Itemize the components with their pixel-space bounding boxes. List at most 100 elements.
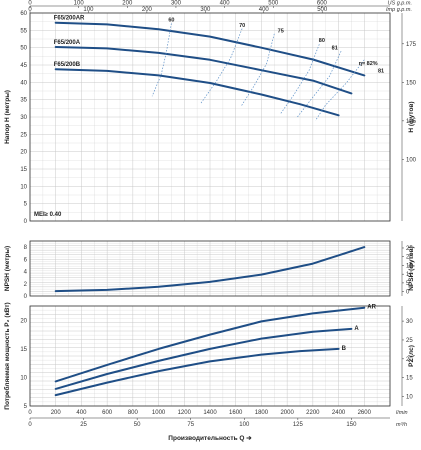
- us-gpm-tick-label: 400: [220, 1, 231, 7]
- us-gpm-tick-label: 200: [122, 1, 133, 7]
- imp-gpm-tick-label: 300: [200, 7, 211, 13]
- right-y-tick-label: 150: [406, 80, 417, 86]
- efficiency-label: 70: [239, 23, 245, 29]
- lmin-tick-label: 2400: [332, 410, 346, 416]
- curve-label: F65/200AR: [54, 16, 85, 22]
- m3h-tick-label: 0: [28, 422, 32, 428]
- lmin-tick-label: 800: [128, 410, 139, 416]
- efficiency-label: η= 82%: [359, 61, 378, 67]
- imp-gpm-tick-label: 100: [83, 7, 94, 13]
- y-tick-label: 5: [24, 404, 28, 410]
- right-y-tick-label: 30: [406, 319, 413, 325]
- efficiency-label: 60: [168, 17, 174, 23]
- y-tick-label: 8: [24, 245, 28, 251]
- m3h-tick-label: 50: [134, 422, 141, 428]
- m3h-unit: m³/h: [396, 422, 407, 428]
- series-line-a: [54, 327, 353, 390]
- y-tick-label: 55: [20, 28, 27, 34]
- y-tick-label: 30: [20, 115, 27, 121]
- right-y-tick-label: 15: [406, 376, 413, 382]
- right-y-tick-label: 20: [406, 255, 413, 261]
- y-tick-label: 20: [20, 318, 27, 324]
- right-y-tick-label: 10: [406, 395, 413, 401]
- m3h-tick-label: 125: [293, 422, 304, 428]
- lmin-tick-label: 1800: [255, 410, 269, 416]
- y-axis-label: Потребляемая мощность P₂ (кВт): [3, 302, 11, 409]
- curve-label: F65/200A: [54, 40, 81, 46]
- lmin-tick-label: 2200: [306, 410, 320, 416]
- y-tick-label: 6: [24, 257, 28, 263]
- us-gpm-tick-label: 300: [171, 1, 182, 7]
- y-tick-label: 4: [24, 270, 28, 276]
- y-tick-label: 5: [24, 202, 28, 208]
- lmin-tick-label: 2600: [358, 410, 372, 416]
- y-tick-label: 45: [20, 63, 27, 69]
- y-tick-label: 40: [20, 80, 27, 86]
- y-tick-label: 20: [20, 150, 27, 156]
- imp-gpm-tick-label: 500: [317, 7, 328, 13]
- right-y-axis-label: H (футов): [408, 101, 415, 132]
- mei-annotation: MEI≥ 0.40: [34, 212, 62, 218]
- lmin-tick-label: 1000: [152, 410, 166, 416]
- series-line-npsh: [54, 246, 366, 293]
- right-y-tick-label: 175: [406, 42, 417, 48]
- right-y-tick-label: 5: [406, 281, 410, 287]
- lmin-unit: l/min: [396, 410, 408, 416]
- lmin-tick-label: 600: [102, 410, 113, 416]
- y-tick-label: 10: [20, 375, 27, 381]
- imp-gpm-tick-label: 0: [28, 7, 32, 13]
- y-tick-label: 60: [20, 11, 27, 17]
- right-y-tick-label: 15: [406, 263, 413, 269]
- y-tick-label: 0: [24, 219, 28, 225]
- imp-gpm-unit: Imp g.p.m.: [386, 7, 412, 13]
- efficiency-label: 81: [332, 46, 338, 52]
- panel-frame: [29, 305, 391, 407]
- power-curve-label: AR: [367, 305, 376, 311]
- m3h-tick-label: 150: [346, 422, 357, 428]
- x-axis-label: Производительность Q ➔: [168, 435, 252, 442]
- efficiency-iso-line: [200, 28, 243, 104]
- efficiency-label: 75: [278, 28, 284, 34]
- us-gpm-tick-label: 500: [268, 1, 279, 7]
- lmin-tick-label: 1600: [229, 410, 243, 416]
- right-y-tick-label: 25: [406, 246, 413, 252]
- efficiency-iso-line: [240, 33, 275, 107]
- efficiency-label: 80: [319, 38, 325, 44]
- us-gpm-tick-label: 100: [74, 1, 85, 7]
- power-curve-label: A: [354, 326, 359, 332]
- imp-gpm-tick-label: 400: [259, 7, 270, 13]
- y-tick-label: 35: [20, 98, 27, 104]
- lmin-tick-label: 1200: [178, 410, 192, 416]
- efficiency-iso-line: [151, 23, 172, 97]
- right-y-tick-label: 0: [406, 290, 410, 296]
- y-tick-label: 10: [20, 184, 27, 190]
- series-line-f65-200b: [54, 68, 340, 117]
- series-line-f65-200a: [54, 46, 353, 95]
- lmin-tick-label: 400: [76, 410, 87, 416]
- efficiency-label: 81: [378, 69, 384, 75]
- right-y-tick-label: 100: [406, 157, 417, 163]
- series-line-ar: [54, 306, 366, 383]
- y-tick-label: 2: [24, 282, 28, 288]
- us-gpm-tick-label: 0: [28, 1, 32, 7]
- y-tick-label: 15: [20, 347, 27, 353]
- y-tick-label: 15: [20, 167, 27, 173]
- m3h-tick-label: 25: [80, 422, 87, 428]
- efficiency-iso-line: [297, 50, 342, 118]
- m3h-tick-label: 100: [239, 422, 250, 428]
- y-tick-label: 0: [24, 294, 28, 300]
- series-line-b: [54, 347, 340, 397]
- y-tick-label: 25: [20, 132, 27, 138]
- right-y-tick-label: 10: [406, 272, 413, 278]
- panel-frame: [29, 240, 391, 297]
- lmin-tick-label: 1400: [203, 410, 217, 416]
- us-gpm-tick-label: 600: [317, 1, 328, 7]
- right-y-tick-label: 20: [406, 357, 413, 363]
- right-y-tick-label: 25: [406, 338, 413, 344]
- curve-label: F65/200B: [54, 62, 81, 68]
- y-axis-label: NPSH (метры): [4, 246, 11, 291]
- power-curve-label: B: [342, 346, 347, 352]
- right-y-tick-label: 125: [406, 119, 417, 125]
- y-axis-label: Напор H (метры): [4, 90, 11, 144]
